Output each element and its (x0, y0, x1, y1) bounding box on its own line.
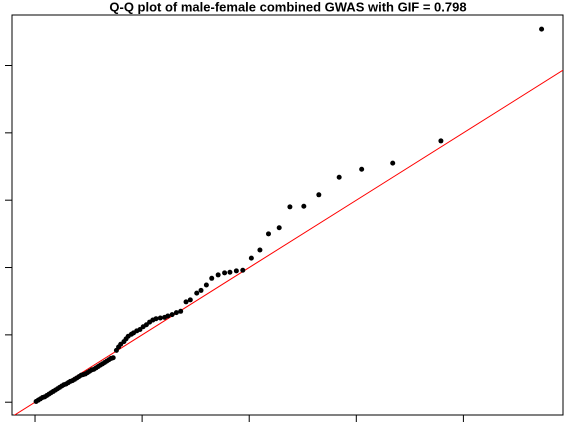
point (227, 269, 233, 275)
point (240, 267, 246, 273)
point (390, 160, 396, 166)
reference-line (13, 69, 563, 415)
point (336, 174, 342, 180)
point (257, 247, 263, 253)
point (165, 313, 171, 319)
point (287, 204, 293, 210)
point (203, 282, 209, 288)
point (301, 203, 307, 209)
plot-frame (11, 14, 564, 416)
point (316, 192, 322, 198)
point (178, 308, 184, 314)
point (222, 270, 228, 276)
point (169, 312, 175, 318)
point (359, 166, 365, 172)
point (173, 310, 179, 316)
point (265, 231, 271, 237)
point (194, 290, 200, 296)
point (183, 299, 189, 305)
point (215, 272, 221, 278)
point (110, 355, 116, 361)
point (198, 287, 204, 293)
point (233, 268, 239, 274)
point (153, 316, 159, 322)
chart-title: Q-Q plot of male-female combined GWAS wi… (109, 0, 466, 14)
point (438, 138, 444, 144)
point (539, 26, 545, 32)
point (276, 225, 282, 231)
point (248, 255, 254, 261)
point (209, 275, 215, 281)
point (187, 297, 193, 303)
point (157, 315, 163, 321)
